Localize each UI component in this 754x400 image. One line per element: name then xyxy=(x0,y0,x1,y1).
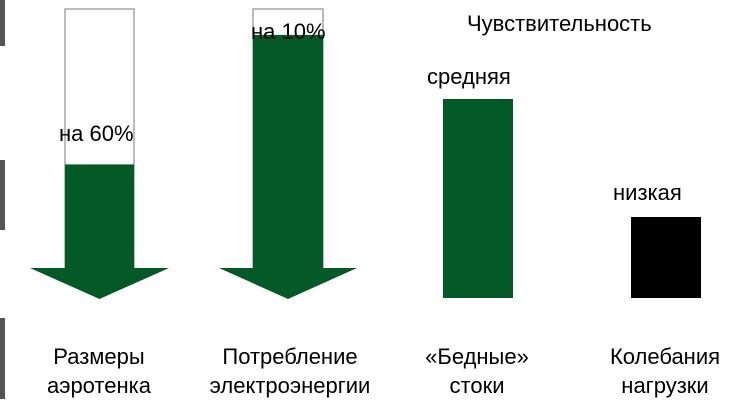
legend-title: Чувствительность xyxy=(467,11,652,36)
bar-poor-wastewater xyxy=(443,99,513,298)
category-line: электроэнергии xyxy=(209,373,371,398)
category-line: Колебания xyxy=(609,344,721,369)
reduction-label-energy: на 10% xyxy=(251,19,326,44)
arrow-head-aerotank xyxy=(30,268,169,299)
category-label-load-fluctuation: Колебания нагрузки xyxy=(590,342,740,400)
sensitivity-label-low: низкая xyxy=(613,180,682,205)
category-line: аэротенка xyxy=(46,373,151,398)
image-edge-bottom xyxy=(0,318,5,399)
sensitivity-label-medium: средняя xyxy=(427,64,511,89)
bar-load-fluctuation xyxy=(631,217,701,298)
arrow-shaft-aerotank xyxy=(65,164,134,269)
category-line: Размеры xyxy=(53,344,145,369)
category-line: Потребление xyxy=(222,344,358,369)
category-line: «Бедные» xyxy=(425,344,529,369)
category-line: стоки xyxy=(449,373,505,398)
category-label-poor-wastewater: «Бедные» стоки xyxy=(402,342,552,400)
category-line: нагрузки xyxy=(621,373,709,398)
reduction-label-aerotank: на 60% xyxy=(59,121,134,146)
category-label-aerotank: Размеры аэротенка xyxy=(24,342,174,400)
image-edge-top xyxy=(0,0,5,46)
image-edge-middle xyxy=(0,160,5,230)
arrow-head-energy xyxy=(219,268,357,299)
category-label-energy: Потребление электроэнергии xyxy=(195,342,385,400)
arrow-shaft-energy xyxy=(253,34,323,270)
